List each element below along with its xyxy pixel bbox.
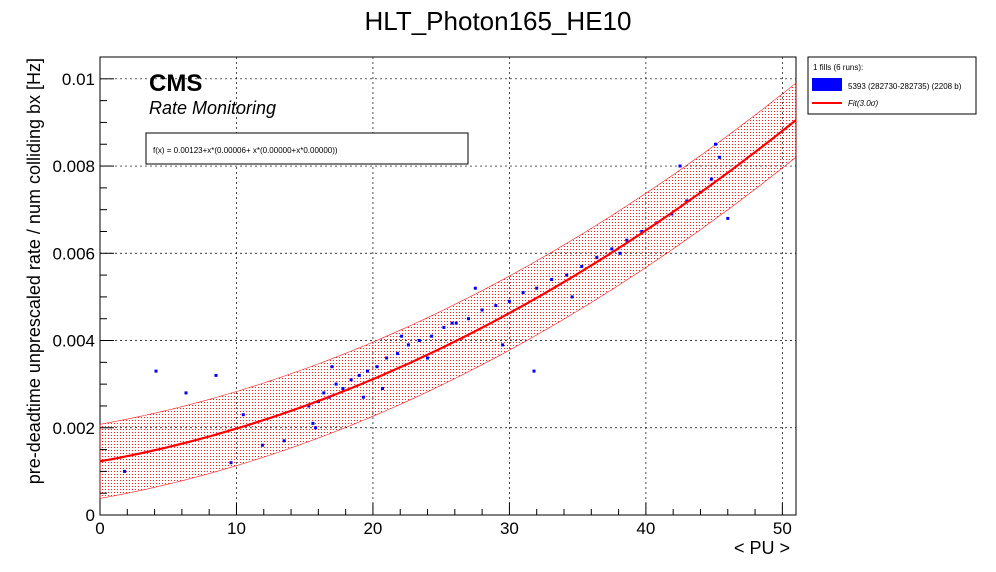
cms-sublabel: Rate Monitoring — [149, 98, 276, 118]
data-point — [726, 216, 730, 220]
data-point — [507, 299, 511, 303]
y-tick-label: 0 — [86, 506, 95, 525]
data-point — [366, 369, 369, 373]
data-point — [241, 413, 245, 417]
data-point — [618, 251, 622, 255]
data-point — [229, 461, 233, 465]
data-point — [361, 395, 365, 399]
data-point — [685, 199, 689, 203]
data-point — [521, 291, 525, 294]
fit-formula-text: f(x) = 0.00123+x*(0.00006+ x*(0.00000+x*… — [153, 146, 338, 155]
legend-header: 1 fills (6 runs): — [813, 63, 863, 72]
data-point — [454, 321, 458, 325]
data-point — [330, 365, 334, 369]
data-point — [570, 295, 574, 299]
data-point — [381, 387, 384, 390]
data-point — [307, 404, 311, 408]
data-point — [282, 439, 286, 443]
data-point — [334, 382, 338, 386]
fit-formula-box — [145, 132, 469, 165]
data-point — [714, 142, 717, 146]
data-point — [535, 286, 539, 290]
x-tick-label: 0 — [95, 519, 104, 538]
axis-ticks: 0 10 20 30 40 50 0 0.002 0.004 0.006 0.008 0.01 — [52, 70, 791, 538]
x-tick-label: 20 — [363, 519, 382, 538]
data-point — [375, 365, 379, 369]
data-point — [426, 356, 429, 360]
data-point — [595, 256, 599, 260]
data-point — [214, 373, 218, 377]
data-point — [640, 230, 644, 233]
data-point — [154, 369, 158, 373]
data-point — [580, 264, 584, 268]
data-point — [385, 356, 389, 360]
y-tick-label: 0.004 — [52, 332, 95, 351]
x-tick-label: 30 — [500, 519, 519, 538]
chart-title: HLT_Photon165_HE10 — [365, 6, 632, 36]
data-point — [184, 391, 188, 395]
data-point — [396, 352, 399, 356]
legend: 1 fills (6 runs): 5393 (282730-282735) (… — [807, 56, 977, 115]
data-point — [532, 369, 536, 373]
data-point — [349, 378, 353, 382]
data-point — [494, 304, 498, 308]
y-tick-label: 0.008 — [52, 157, 95, 176]
data-point — [473, 286, 477, 290]
data-point — [550, 278, 554, 281]
data-point — [625, 238, 629, 242]
data-point — [678, 164, 682, 168]
data-point — [406, 343, 410, 347]
x-tick-label: 10 — [227, 519, 246, 538]
fit-uncertainty-band — [99, 82, 797, 499]
data-point — [430, 334, 434, 338]
legend-entry-label: 5393 (282730-282735) (2208 b) — [848, 82, 962, 91]
x-tick-label: 50 — [773, 519, 792, 538]
data-point — [341, 387, 345, 390]
data-point — [260, 443, 264, 447]
y-tick-label: 0.006 — [52, 244, 95, 263]
data-point — [417, 339, 421, 342]
fit-curve — [99, 119, 797, 463]
data-point — [467, 317, 470, 321]
data-point — [718, 155, 722, 159]
data-point — [322, 391, 326, 395]
cms-label: CMS — [149, 70, 202, 97]
x-tick-label: 40 — [636, 519, 655, 538]
x-axis-title: < PU > — [734, 538, 790, 558]
data-point — [400, 334, 404, 338]
legend-swatch-fill — [812, 78, 842, 91]
data-points — [123, 142, 730, 473]
data-point — [314, 426, 318, 430]
data-point — [709, 177, 713, 181]
data-point — [480, 308, 484, 312]
y-tick-label: 0.002 — [52, 419, 95, 438]
data-point — [610, 247, 614, 251]
data-point — [357, 373, 361, 377]
data-point — [123, 469, 127, 473]
data-point — [311, 421, 315, 425]
data-point — [442, 325, 446, 329]
y-axis-title: pre-deadtime unprescaled rate / num coll… — [24, 58, 44, 484]
y-tick-label: 0.01 — [62, 70, 95, 89]
data-point — [501, 343, 505, 347]
data-point — [565, 273, 569, 277]
legend-entry-label: Fit(3.0σ) — [848, 99, 878, 108]
data-point — [450, 321, 454, 325]
plot-frame — [99, 56, 797, 516]
